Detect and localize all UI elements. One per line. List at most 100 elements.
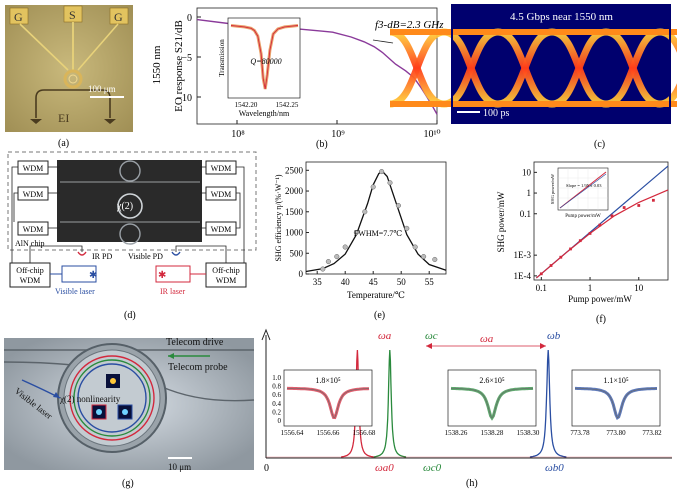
panel-d-caption: (d) [124, 310, 136, 321]
ir-laser-icon: ✱ [158, 270, 166, 281]
h-inset-xtick: 1538.30 [517, 429, 540, 437]
d-wdm-l2: WDM [23, 190, 43, 199]
e-xtick-label: 55 [425, 277, 435, 287]
panel-c-caption: (c) [594, 139, 605, 150]
c-scalebar: 100 ps [483, 108, 510, 119]
e-point [421, 254, 427, 260]
h-inset-xtick: 1556.66 [317, 429, 340, 437]
e-ytick-label: 1500 [285, 207, 304, 217]
b-xtick-1: 10⁹ [331, 129, 345, 140]
h-inset-fit [450, 388, 534, 419]
e-xtick-label: 40 [341, 277, 351, 287]
e-point [334, 254, 340, 260]
chip-mark: EI [58, 111, 69, 125]
e-xtick-label: 45 [369, 277, 379, 287]
f-xtick-label: 0.1 [536, 283, 547, 293]
d-chip-label: AlN chip [15, 239, 45, 248]
h-omega-a0: ωa0 [375, 462, 394, 474]
eye-traces [389, 4, 677, 124]
e-ytick-label: 0 [299, 269, 304, 279]
h-inset-q: 2.6×10⁵ [479, 376, 505, 385]
b-ytick-2: −10 [176, 93, 192, 104]
f-inset-ylabel: SHG power/mW [550, 173, 555, 204]
f-inset-slope: Slope = 1.95 ± 0.03 [566, 183, 602, 188]
g-nonlinearity: χ(2) nonlinearity [59, 394, 121, 404]
f-data-points [539, 198, 655, 276]
h-inset-ytick: 0.8 [272, 383, 281, 391]
d-wdm-r2: WDM [211, 190, 231, 199]
e-xlabel: Temperature/℃ [347, 290, 405, 300]
e-point [379, 168, 385, 175]
d-ir-pd: IR PD [92, 252, 112, 261]
e-point [353, 229, 359, 236]
f-xtick-label: 10 [634, 283, 644, 293]
pad-g-left: G [14, 10, 23, 24]
h-omega-a-gap: ωa [480, 333, 494, 345]
panel-e-chart: 35 40 45 50 55 0 500 1000 1500 2000 2500 FWHM=7.7℃… [274, 161, 447, 300]
f-point [588, 232, 592, 235]
c-title: 4.5 Gbps near 1550 nm [510, 11, 613, 23]
e-point [412, 244, 418, 250]
e-point [395, 203, 401, 209]
panel-h-caption: (h) [466, 478, 478, 489]
b-inset-ylabel: Transmission [218, 39, 226, 77]
f-ylabel: SHG power/mW [496, 191, 506, 252]
b-xtick-2: 10¹⁰ [423, 129, 440, 140]
d-wdm-l1: WDM [23, 164, 43, 173]
h-omega-b0: ωb0 [545, 462, 564, 474]
h-inset-xtick: 1556.64 [281, 429, 304, 437]
h-omega-b: ωb [547, 330, 561, 342]
d-chi-label: χ(2) [116, 201, 133, 212]
e-point [342, 244, 348, 250]
d-offchip-l1: Off-chip [16, 266, 43, 275]
h-inset-q: 1.1×10⁵ [603, 376, 629, 385]
h-inset-fit [286, 388, 370, 418]
h-inset-ytick: 0.4 [272, 400, 281, 408]
e-fwhm: FWHM=7.7℃ [354, 229, 402, 238]
h-resonance-peaks [266, 349, 672, 458]
e-point [387, 180, 393, 186]
b-inset-xtick-0: 1542.20 [235, 101, 258, 109]
e-point [320, 266, 326, 272]
f-point [622, 206, 626, 209]
panel-b-caption: (b) [316, 139, 328, 150]
h-inset-xtick: 1556.68 [353, 429, 376, 437]
h-omega-c: ωc [425, 330, 438, 342]
e-xtick-label: 50 [397, 277, 407, 287]
f-ytick-label: 1 [527, 188, 532, 198]
eye-frame [451, 4, 671, 124]
eye-trace [389, 28, 445, 108]
f-measured-line [536, 189, 669, 279]
b-ytick-1: −5 [181, 53, 192, 64]
h-inset-xtick: 773.80 [606, 429, 626, 437]
d-ir-laser: IR laser [160, 287, 185, 296]
f-point [598, 223, 602, 227]
h-inset-ytick: 1.0 [272, 374, 281, 382]
panel-b-chart: 0 −5 −10 10⁸ 10⁹ 10¹⁰ f3-dB=2.3 GHz Q=80… [176, 7, 444, 140]
b-xtick-0: 10⁸ [231, 129, 245, 140]
f-ytick-label: 0.1 [520, 209, 531, 219]
h-inset-xtick: 1538.26 [445, 429, 468, 437]
b-inset-q: Q=80000 [250, 57, 281, 66]
b-inset-xlabel: Wavelength/nm [239, 109, 290, 118]
b-ylabel: EO response S21/dB [173, 20, 185, 112]
h-inset-ytick: 0.6 [272, 391, 281, 399]
d-visible-laser: Visible laser [55, 287, 95, 296]
f-point [549, 264, 553, 267]
panel-h-chart: 0 ωa ωc ωb ωa ωa0 ωc0 ωb0 1.8×10⁵1.00.80… [261, 328, 672, 474]
h-inset-q: 1.8×10⁵ [315, 376, 341, 385]
h-origin: 0 [264, 463, 269, 474]
f-xlabel: Pump power/mW [568, 294, 632, 304]
panel-a-caption: (a) [58, 138, 69, 149]
h-peak-ωb [529, 349, 567, 458]
panel-c-eye-diagram: 4.5 Gbps near 1550 nm 100 ps [389, 4, 677, 124]
f-point [578, 239, 582, 243]
panel-d-schematic: χ(2) WDM WDM WDM WDM WDM WDM AlN chip [7, 151, 257, 296]
d-offchip-l2: WDM [20, 276, 40, 285]
h-peak-ωa [341, 349, 374, 458]
d-wdm-r3: WDM [211, 225, 231, 234]
h-inset-ytick: 0.2 [272, 408, 281, 416]
h-omega-a: ωa [378, 330, 392, 342]
f-point [559, 255, 563, 259]
